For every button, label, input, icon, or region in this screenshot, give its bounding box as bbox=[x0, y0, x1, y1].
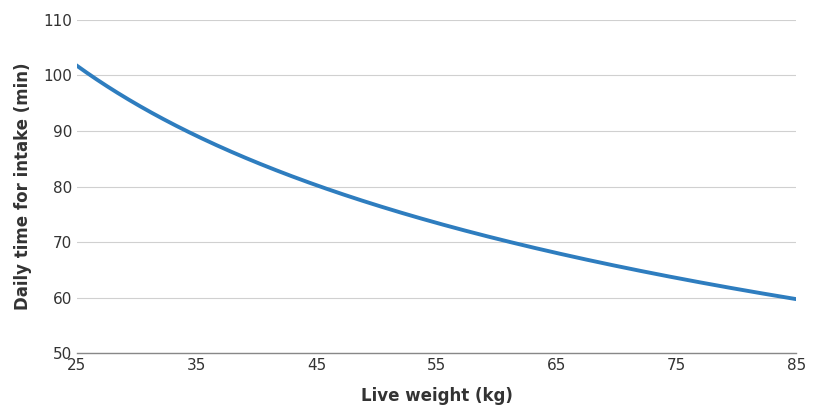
Y-axis label: Daily time for intake (min): Daily time for intake (min) bbox=[14, 63, 32, 310]
X-axis label: Live weight (kg): Live weight (kg) bbox=[360, 387, 512, 405]
